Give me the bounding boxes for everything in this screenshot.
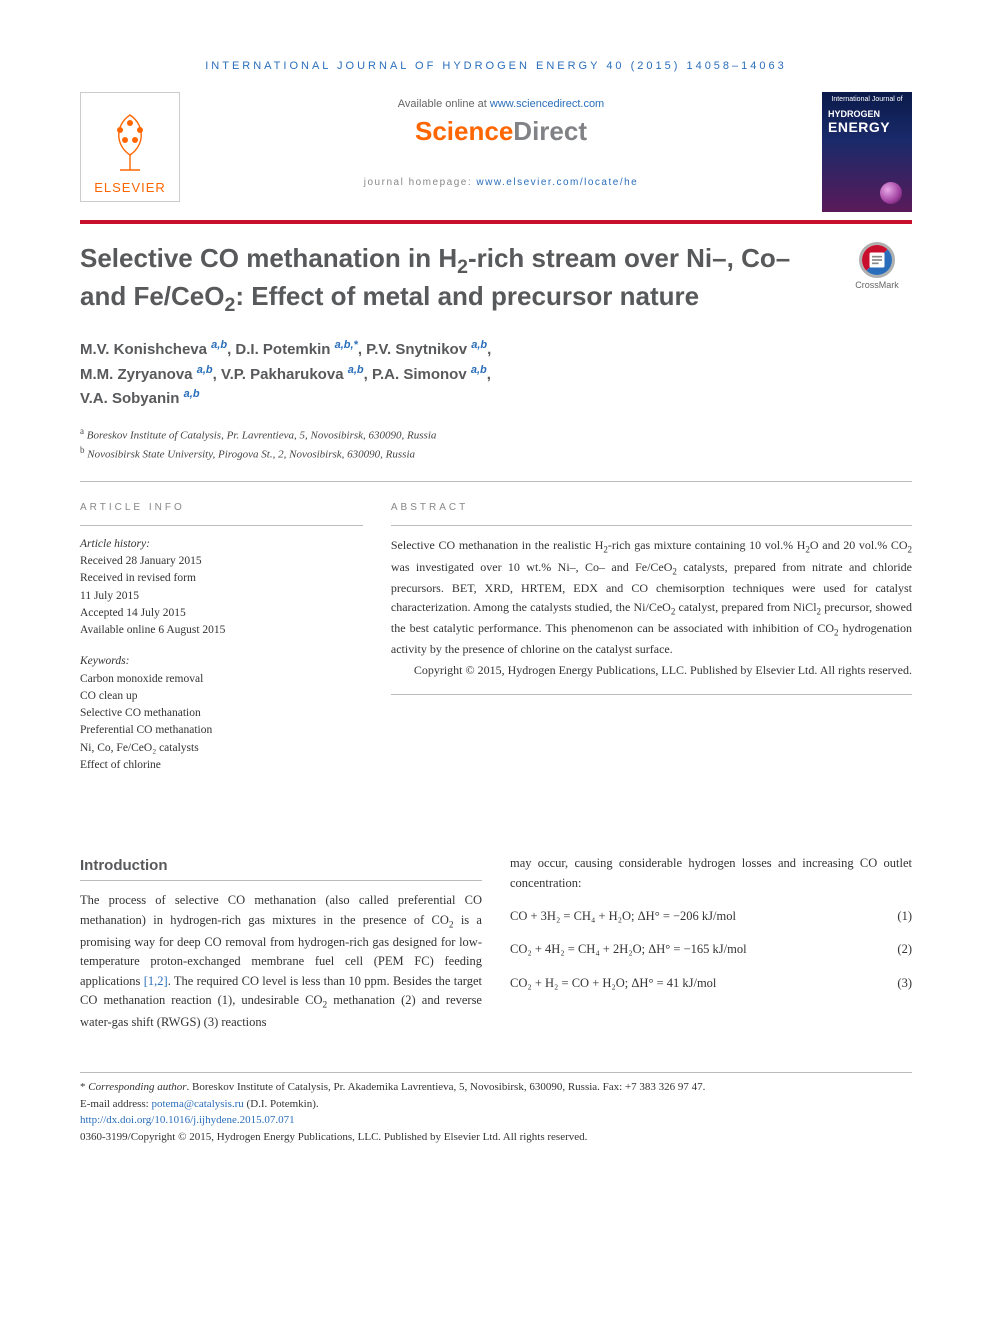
abstract-rule-bottom — [391, 694, 912, 695]
available-prefix: Available online at — [398, 98, 490, 110]
history-2: 11 July 2015 — [80, 588, 363, 605]
eq2-num: (2) — [897, 940, 912, 959]
abstract-copyright: Copyright © 2015, Hydrogen Energy Public… — [391, 661, 912, 680]
header-row: ELSEVIER Available online at www.science… — [80, 92, 912, 212]
available-online-line: Available online at www.sciencedirect.co… — [200, 98, 802, 110]
footnote-rule — [80, 1072, 912, 1073]
rule-above-info — [80, 481, 912, 482]
elsevier-wordmark: ELSEVIER — [94, 180, 166, 201]
history-4: Available online 6 August 2015 — [80, 622, 363, 639]
authors: M.V. Konishcheva a,b, D.I. Potemkin a,b,… — [80, 337, 912, 411]
keyword-4: Ni, Co, Fe/CeO₂ catalysts — [80, 740, 363, 757]
corresponding-author: * Corresponding author. Boreskov Institu… — [80, 1079, 912, 1096]
history-3: Accepted 14 July 2015 — [80, 605, 363, 622]
history-0: Received 28 January 2015 — [80, 553, 363, 570]
sciencedirect-logo[interactable]: ScienceDirect — [200, 116, 802, 147]
keyword-5: Effect of chlorine — [80, 757, 363, 774]
homepage-prefix: journal homepage: — [364, 177, 477, 188]
footnotes: * Corresponding author. Boreskov Institu… — [80, 1079, 912, 1145]
journal-cover-graphic-icon — [880, 182, 902, 204]
body-columns: Introduction The process of selective CO… — [80, 854, 912, 1042]
equation-1: CO + 3H₂ = CH₄ + H₂O; ΔH° = −206 kJ/mol … — [510, 907, 912, 926]
homepage-line: journal homepage: www.elsevier.com/locat… — [200, 177, 802, 188]
equation-2: CO₂ + 4H₂ = CH₄ + 2H₂O; ΔH° = −165 kJ/mo… — [510, 940, 912, 959]
abstract-body: Selective CO methanation in the realisti… — [391, 536, 912, 659]
info-abstract-row: ARTICLE INFO Article history: Received 2… — [80, 500, 912, 774]
sciencedirect-link[interactable]: www.sciencedirect.com — [490, 98, 604, 110]
email-suffix: (D.I. Potemkin). — [244, 1098, 319, 1110]
journal-cover-line1: HYDROGEN — [822, 103, 912, 119]
red-rule — [80, 220, 912, 224]
history-label: Article history: — [80, 536, 363, 553]
eq1-body: CO + 3H₂ = CH₄ + H₂O; ΔH° = −206 kJ/mol — [510, 907, 736, 926]
affiliation-b: b Novosibirsk State University, Pirogova… — [80, 444, 912, 463]
keyword-3: Preferential CO methanation — [80, 722, 363, 739]
article-info: ARTICLE INFO Article history: Received 2… — [80, 500, 363, 774]
article-page: INTERNATIONAL JOURNAL OF HYDROGEN ENERGY… — [0, 0, 992, 1185]
eq1-num: (1) — [897, 907, 912, 926]
info-rule — [80, 525, 363, 526]
article-info-heading: ARTICLE INFO — [80, 500, 363, 515]
running-head: INTERNATIONAL JOURNAL OF HYDROGEN ENERGY… — [80, 60, 912, 72]
eq3-body: CO₂ + H₂ = CO + H₂O; ΔH° = 41 kJ/mol — [510, 974, 716, 993]
abstract: ABSTRACT Selective CO methanation in the… — [391, 500, 912, 774]
elsevier-logo[interactable]: ELSEVIER — [80, 92, 180, 202]
email-prefix: E-mail address: — [80, 1098, 151, 1110]
keyword-2: Selective CO methanation — [80, 705, 363, 722]
eq2-body: CO₂ + 4H₂ = CH₄ + 2H₂O; ΔH° = −165 kJ/mo… — [510, 940, 747, 959]
article-title: Selective CO methanation in H2-rich stre… — [80, 242, 828, 317]
history-1: Received in revised form — [80, 570, 363, 587]
affiliations: a Boreskov Institute of Catalysis, Pr. L… — [80, 425, 912, 463]
crossmark-label: CrossMark — [855, 280, 899, 290]
eq3-num: (3) — [897, 974, 912, 993]
abstract-rule — [391, 525, 912, 526]
intro-para-col2: may occur, causing considerable hydrogen… — [510, 854, 912, 893]
title-row: Selective CO methanation in H2-rich stre… — [80, 242, 912, 317]
email-line: E-mail address: potema@catalysis.ru (D.I… — [80, 1096, 912, 1113]
issn-line: 0360-3199/Copyright © 2015, Hydrogen Ene… — [80, 1129, 912, 1146]
sd-logo-left: Science — [415, 116, 513, 146]
doi-link[interactable]: http://dx.doi.org/10.1016/j.ijhydene.201… — [80, 1114, 295, 1126]
journal-cover[interactable]: International Journal of HYDROGEN ENERGY — [822, 92, 912, 212]
crossmark-icon — [859, 242, 895, 278]
sd-logo-right: Direct — [513, 116, 587, 146]
keyword-0: Carbon monoxide removal — [80, 671, 363, 688]
email-link[interactable]: potema@catalysis.ru — [151, 1098, 243, 1110]
equation-3: CO₂ + H₂ = CO + H₂O; ΔH° = 41 kJ/mol (3) — [510, 974, 912, 993]
intro-para1: The process of selective CO methanation … — [80, 891, 482, 1032]
affiliation-a: a Boreskov Institute of Catalysis, Pr. L… — [80, 425, 912, 444]
introduction-heading: Introduction — [80, 854, 482, 881]
homepage-link[interactable]: www.elsevier.com/locate/he — [476, 177, 638, 188]
elsevier-tree-icon — [90, 100, 170, 180]
header-center: Available online at www.sciencedirect.co… — [200, 92, 802, 188]
journal-cover-small: International Journal of — [822, 92, 912, 103]
keywords-label: Keywords: — [80, 653, 363, 670]
journal-cover-line2: ENERGY — [822, 119, 912, 135]
abstract-heading: ABSTRACT — [391, 500, 912, 516]
crossmark-badge[interactable]: CrossMark — [842, 242, 912, 290]
keyword-1: CO clean up — [80, 688, 363, 705]
